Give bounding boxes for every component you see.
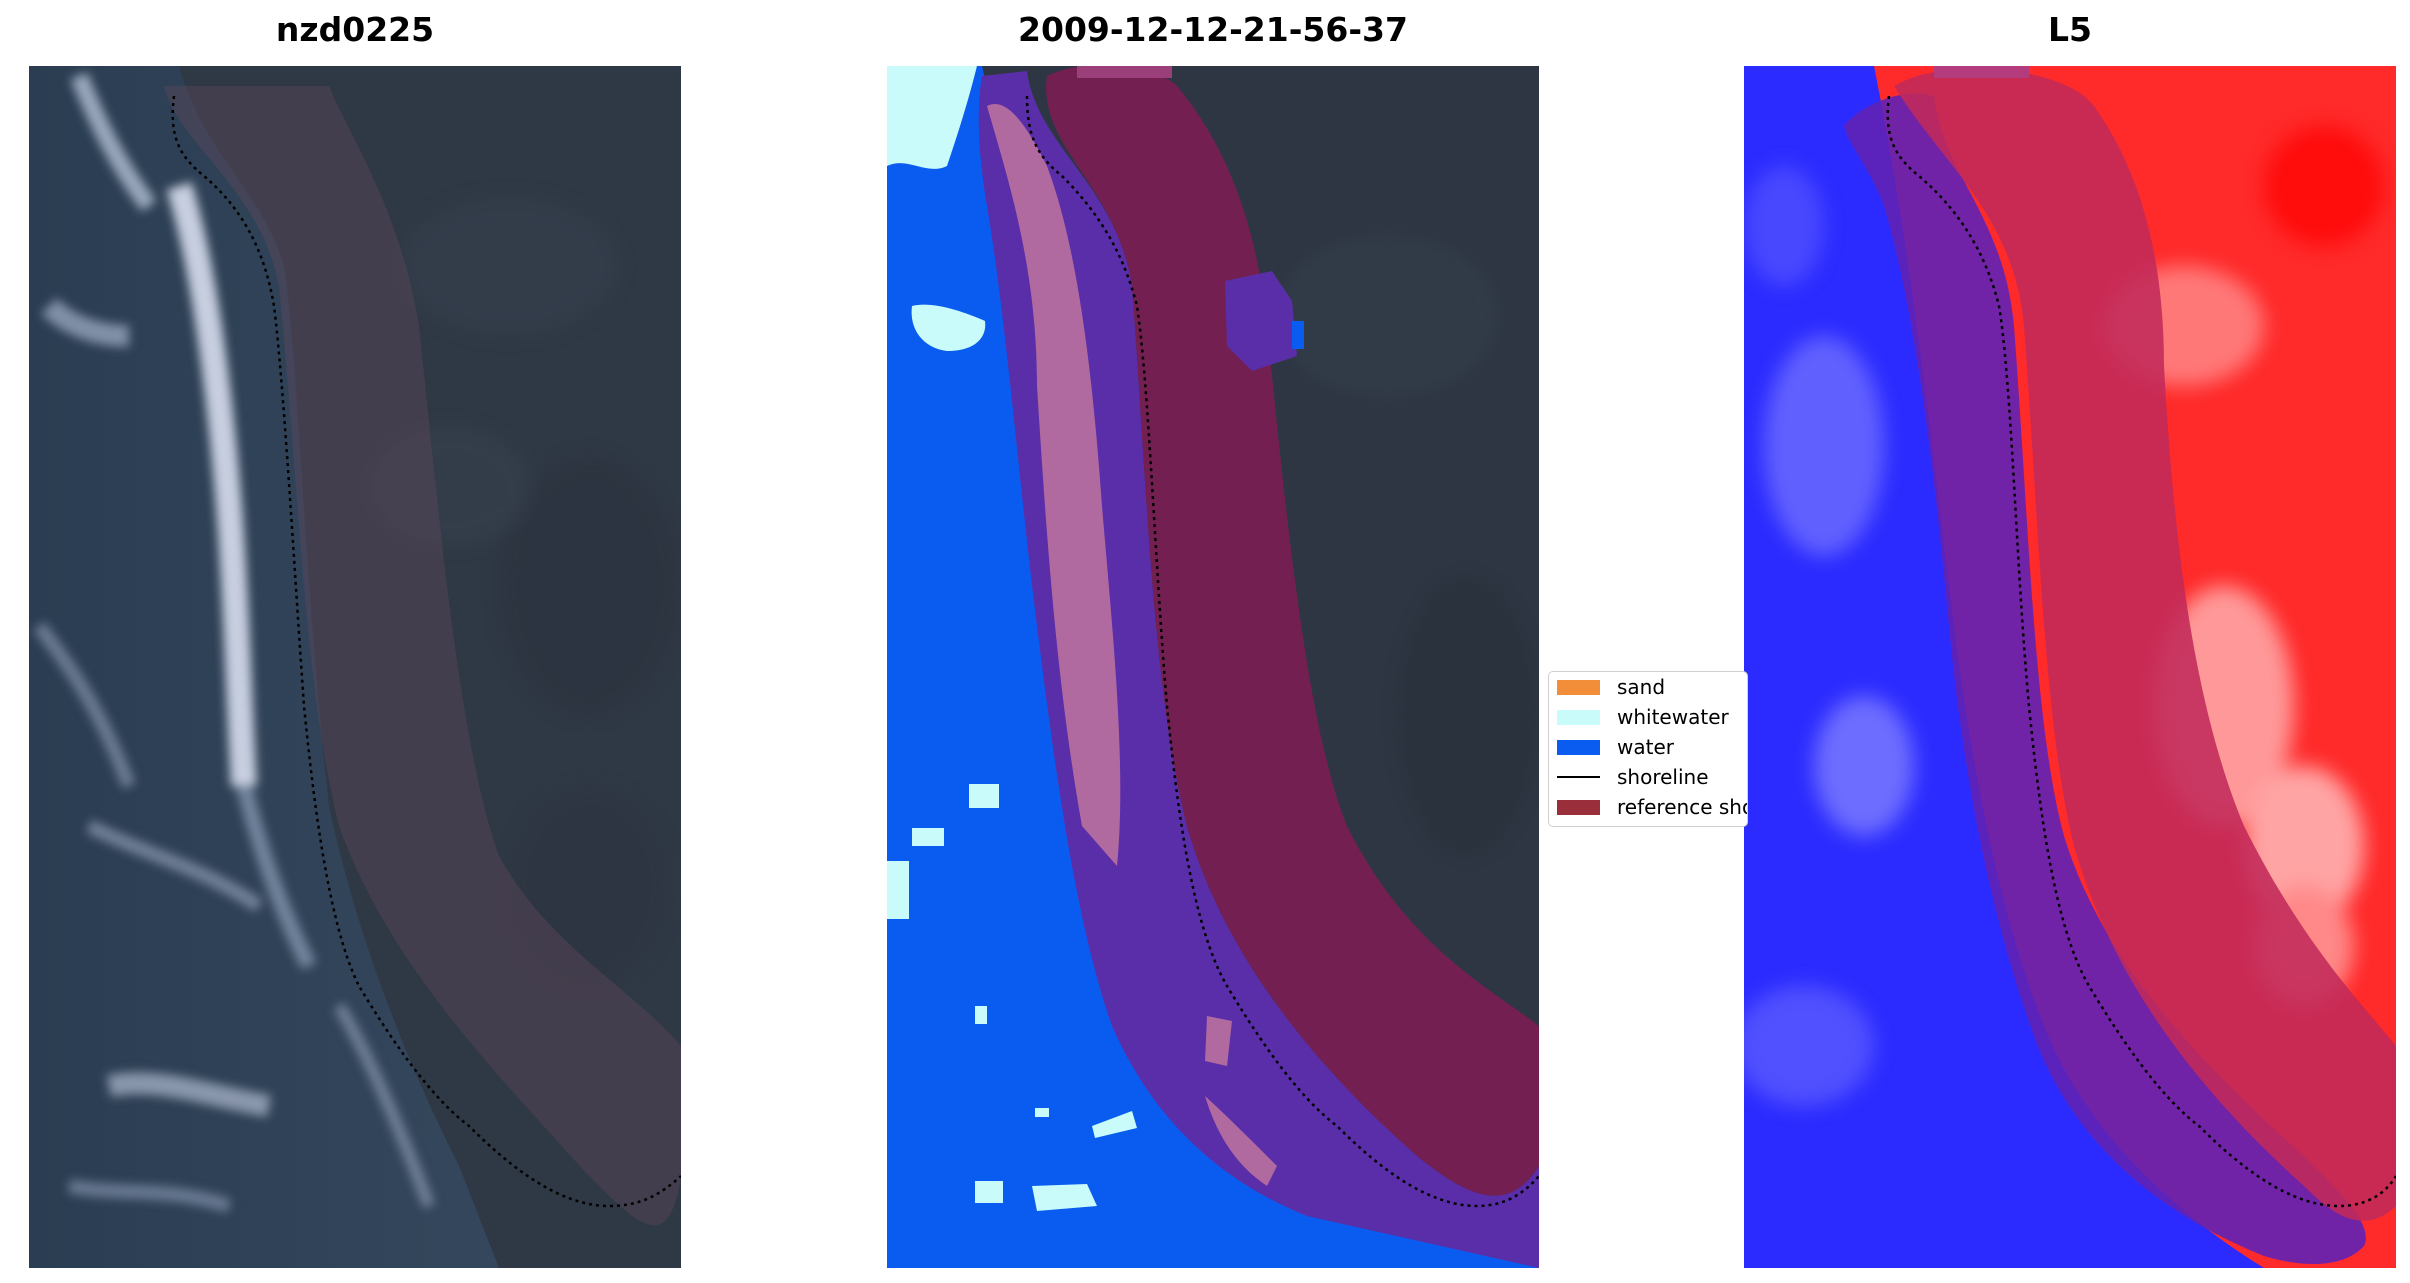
land-texture [369,196,679,986]
panel-title-classified: 2009-12-12-21-56-37 [1018,10,1408,49]
shoreline-line [1025,95,1539,1208]
buffer-mixed-zone [1205,1096,1277,1186]
panel-title-index: L5 [2048,10,2092,49]
whitewater-patch [1035,1108,1049,1117]
shoreline-line [171,95,681,1208]
index-image [1744,66,2396,1268]
legend-label: water [1617,735,1674,759]
whitewater-class [887,66,977,169]
legend-entry-reference-buffer: reference shoreline buffer [1549,792,1747,822]
rgb-image-panel [29,66,681,1268]
whitewater-patch [1032,1184,1097,1211]
shoreline-line [1886,95,2396,1208]
whitewater-patch [911,304,986,351]
panel-title-rgb: nzd0225 [275,10,435,49]
index-image-panel [1744,66,2396,1268]
legend-label: shoreline [1617,765,1709,789]
legend-entry-shoreline: shoreline [1549,762,1747,792]
water-class [887,66,1539,1268]
buffer-top-tab [1934,66,2029,78]
reference-buffer-swatch [1557,800,1600,815]
buffer-over-water [1225,271,1297,371]
buffer-over-water [978,71,1539,1268]
classified-image [887,66,1539,1268]
low-index-texture [1744,166,1914,1106]
classified-image-panel [887,66,1539,1268]
water-swatch [1557,740,1600,755]
buffer-top-tab [1077,66,1172,78]
whitewater-patch [1092,1111,1137,1138]
buffer-mixed-zone [1205,1016,1232,1066]
sand-swatch [1557,680,1600,695]
surf-streaks [33,72,435,1213]
whitewater-patch [969,784,999,808]
buffer-over-land [1894,68,2396,1221]
water-class [1292,321,1304,349]
legend: sand whitewater water shoreline referenc… [1548,671,1748,827]
legend-label: whitewater [1617,705,1729,729]
sea-area [29,66,499,1268]
shoreline-line-swatch [1557,776,1600,778]
whitewater-patch [887,861,909,919]
buffer-over-water [1844,93,2366,1265]
whitewater-patch [912,828,944,846]
legend-entry-sand: sand [1549,672,1747,702]
land-texture [1277,236,1537,856]
legend-label: sand [1617,675,1666,699]
whitewater-patch [975,1181,1003,1203]
legend-label: reference shoreline buffer [1617,795,1747,819]
buffer-mixed-zone [987,104,1121,867]
legend-entry-whitewater: whitewater [1549,702,1747,732]
buffer-over-land [1046,66,1539,1196]
rgb-image [29,66,681,1268]
whitewater-patch [975,1006,987,1024]
whitewater-swatch [1557,710,1600,725]
reference-buffer-tint [164,86,681,1226]
legend-entry-water: water [1549,732,1747,762]
